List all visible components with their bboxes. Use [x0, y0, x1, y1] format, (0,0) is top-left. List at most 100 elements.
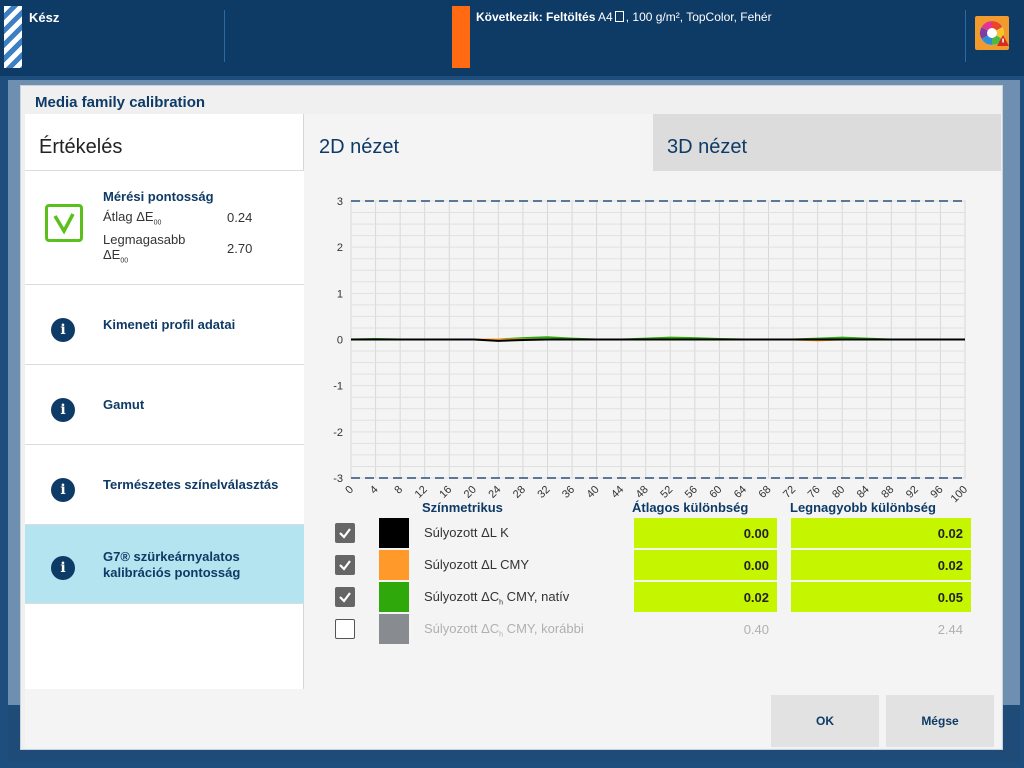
evaluation-panel: Értékelés Mérési pontosság Átlag ΔE00 0.… — [25, 114, 304, 689]
natural-separation-label: Természetes színelválasztás — [103, 477, 279, 492]
status-indicator — [4, 6, 22, 68]
accuracy-max-label: Legmagasabb ΔE00 — [103, 232, 186, 265]
measurement-accuracy-item[interactable]: Mérési pontosság Átlag ΔE00 0.24 Legmaga… — [25, 170, 304, 284]
metric-checkbox[interactable] — [335, 523, 355, 543]
dialog-title: Media family calibration — [35, 94, 206, 111]
gamut-label: Gamut — [103, 397, 145, 412]
max-value: 2.44 — [937, 622, 963, 637]
metric-column-header: Színmetrikus — [422, 500, 503, 515]
x-tick-label: 56 — [683, 484, 700, 501]
next-job-label: Következik: Feltöltés — [476, 10, 596, 24]
cancel-button[interactable]: Mégse — [886, 695, 994, 747]
accuracy-title: Mérési pontosság — [103, 189, 214, 204]
next-job-size: A4 — [598, 10, 613, 24]
x-tick-label: 44 — [609, 484, 626, 501]
g7-accuracy-label: G7® szürkeárnyalatos kalibrációs pontoss… — [103, 549, 241, 580]
check-icon — [45, 204, 83, 242]
metric-checkbox[interactable] — [335, 587, 355, 607]
metric-label: Súlyozott ΔL K — [424, 525, 509, 540]
media-family-calibration-dialog: Media family calibration Értékelés Mérés… — [20, 85, 1003, 750]
x-tick-label: 12 — [413, 484, 430, 501]
x-tick-label: 92 — [904, 484, 921, 501]
accuracy-max-value: 2.70 — [227, 241, 253, 256]
x-tick-label: 48 — [634, 484, 651, 501]
x-tick-label: 80 — [830, 484, 847, 501]
metric-checkbox[interactable] — [335, 619, 355, 639]
x-tick-label: 4 — [368, 484, 381, 497]
info-icon: i — [51, 556, 75, 580]
y-tick-label: -2 — [333, 427, 343, 439]
gamut-item[interactable]: i Gamut — [25, 364, 304, 444]
accuracy-avg-label: Átlag ΔE00 — [103, 209, 162, 227]
metric-row: Súlyozott ΔCh CMY, natív 0.02 0.05 — [335, 582, 995, 614]
y-tick-label: 3 — [337, 196, 343, 208]
y-tick-label: 2 — [337, 242, 343, 254]
next-job-text[interactable]: Következik: Feltöltés A4 , 100 g/m², TopC… — [476, 10, 772, 24]
status-text: Kész — [29, 10, 60, 25]
accuracy-avg-value: 0.24 — [227, 210, 253, 225]
top-status-bar: Kész Következik: Feltöltés A4 , 100 g/m²,… — [0, 0, 1024, 76]
color-wheel-warning-icon[interactable] — [975, 16, 1009, 50]
metric-row: Súlyozott ΔL CMY 0.00 0.02 — [335, 550, 995, 582]
output-profile-label: Kimeneti profil adatai — [103, 317, 236, 332]
y-tick-label: -3 — [333, 473, 343, 485]
x-tick-label: 8 — [392, 484, 405, 497]
avg-value: 0.40 — [743, 622, 769, 637]
divider — [224, 10, 225, 62]
next-job-indicator — [452, 6, 470, 68]
divider — [965, 10, 966, 62]
evaluation-header: Értékelés — [39, 136, 123, 158]
color-swatch — [379, 518, 409, 548]
metric-label: Súlyozott ΔCh CMY, korábbi — [424, 621, 584, 639]
dialog-footer: OK Mégse — [25, 689, 1001, 748]
y-tick-label: -1 — [333, 381, 343, 393]
ok-button[interactable]: OK — [771, 695, 879, 747]
x-tick-label: 96 — [928, 484, 945, 501]
natural-separation-item[interactable]: i Természetes színelválasztás — [25, 444, 304, 524]
x-tick-label: 0 — [343, 484, 356, 497]
x-tick-label: 36 — [560, 484, 577, 501]
x-tick-label: 88 — [879, 484, 896, 501]
x-tick-label: 52 — [658, 484, 675, 501]
metric-row: Súlyozott ΔL K 0.00 0.02 — [335, 518, 995, 550]
dialog-body: Értékelés Mérési pontosság Átlag ΔE00 0.… — [25, 114, 1001, 689]
metric-label: Súlyozott ΔL CMY — [424, 557, 530, 572]
color-swatch — [379, 550, 409, 580]
avg-value: 0.00 — [634, 518, 777, 548]
info-icon: i — [51, 318, 75, 342]
series-line — [351, 338, 965, 342]
x-tick-label: 68 — [756, 484, 773, 501]
x-tick-label: 64 — [732, 484, 749, 501]
avg-value: 0.02 — [634, 582, 777, 612]
max-value: 0.02 — [791, 550, 971, 580]
avg-value: 0.00 — [634, 550, 777, 580]
next-job-details: , 100 g/m², TopColor, Fehér — [625, 10, 772, 24]
y-tick-label: 0 — [337, 335, 343, 347]
x-tick-label: 100 — [949, 484, 970, 505]
tab-3d-view[interactable]: 3D nézet — [653, 114, 1001, 171]
metric-label: Súlyozott ΔCh CMY, natív — [424, 589, 570, 607]
x-tick-label: 24 — [486, 484, 503, 501]
x-tick-label: 76 — [806, 484, 823, 501]
x-tick-label: 72 — [781, 484, 798, 501]
x-tick-label: 40 — [585, 484, 602, 501]
metric-row: Súlyozott ΔCh CMY, korábbi 0.40 2.44 — [335, 614, 995, 646]
x-tick-label: 28 — [511, 484, 528, 501]
x-tick-label: 32 — [535, 484, 552, 501]
max-diff-column-header: Legnagyobb különbség — [790, 500, 936, 515]
info-icon: i — [51, 478, 75, 502]
x-tick-label: 84 — [855, 484, 872, 501]
output-profile-item[interactable]: i Kimeneti profil adatai — [25, 284, 304, 364]
document-icon — [614, 11, 624, 22]
color-swatch — [379, 582, 409, 612]
x-tick-label: 16 — [437, 484, 454, 501]
x-tick-label: 60 — [707, 484, 724, 501]
x-tick-label: 20 — [462, 484, 479, 501]
g7-accuracy-item[interactable]: i G7® szürkeárnyalatos kalibrációs ponto… — [25, 524, 304, 604]
color-swatch — [379, 614, 409, 644]
info-icon: i — [51, 398, 75, 422]
max-value: 0.05 — [791, 582, 971, 612]
tab-2d-view[interactable]: 2D nézet — [305, 114, 653, 171]
metric-checkbox[interactable] — [335, 555, 355, 575]
